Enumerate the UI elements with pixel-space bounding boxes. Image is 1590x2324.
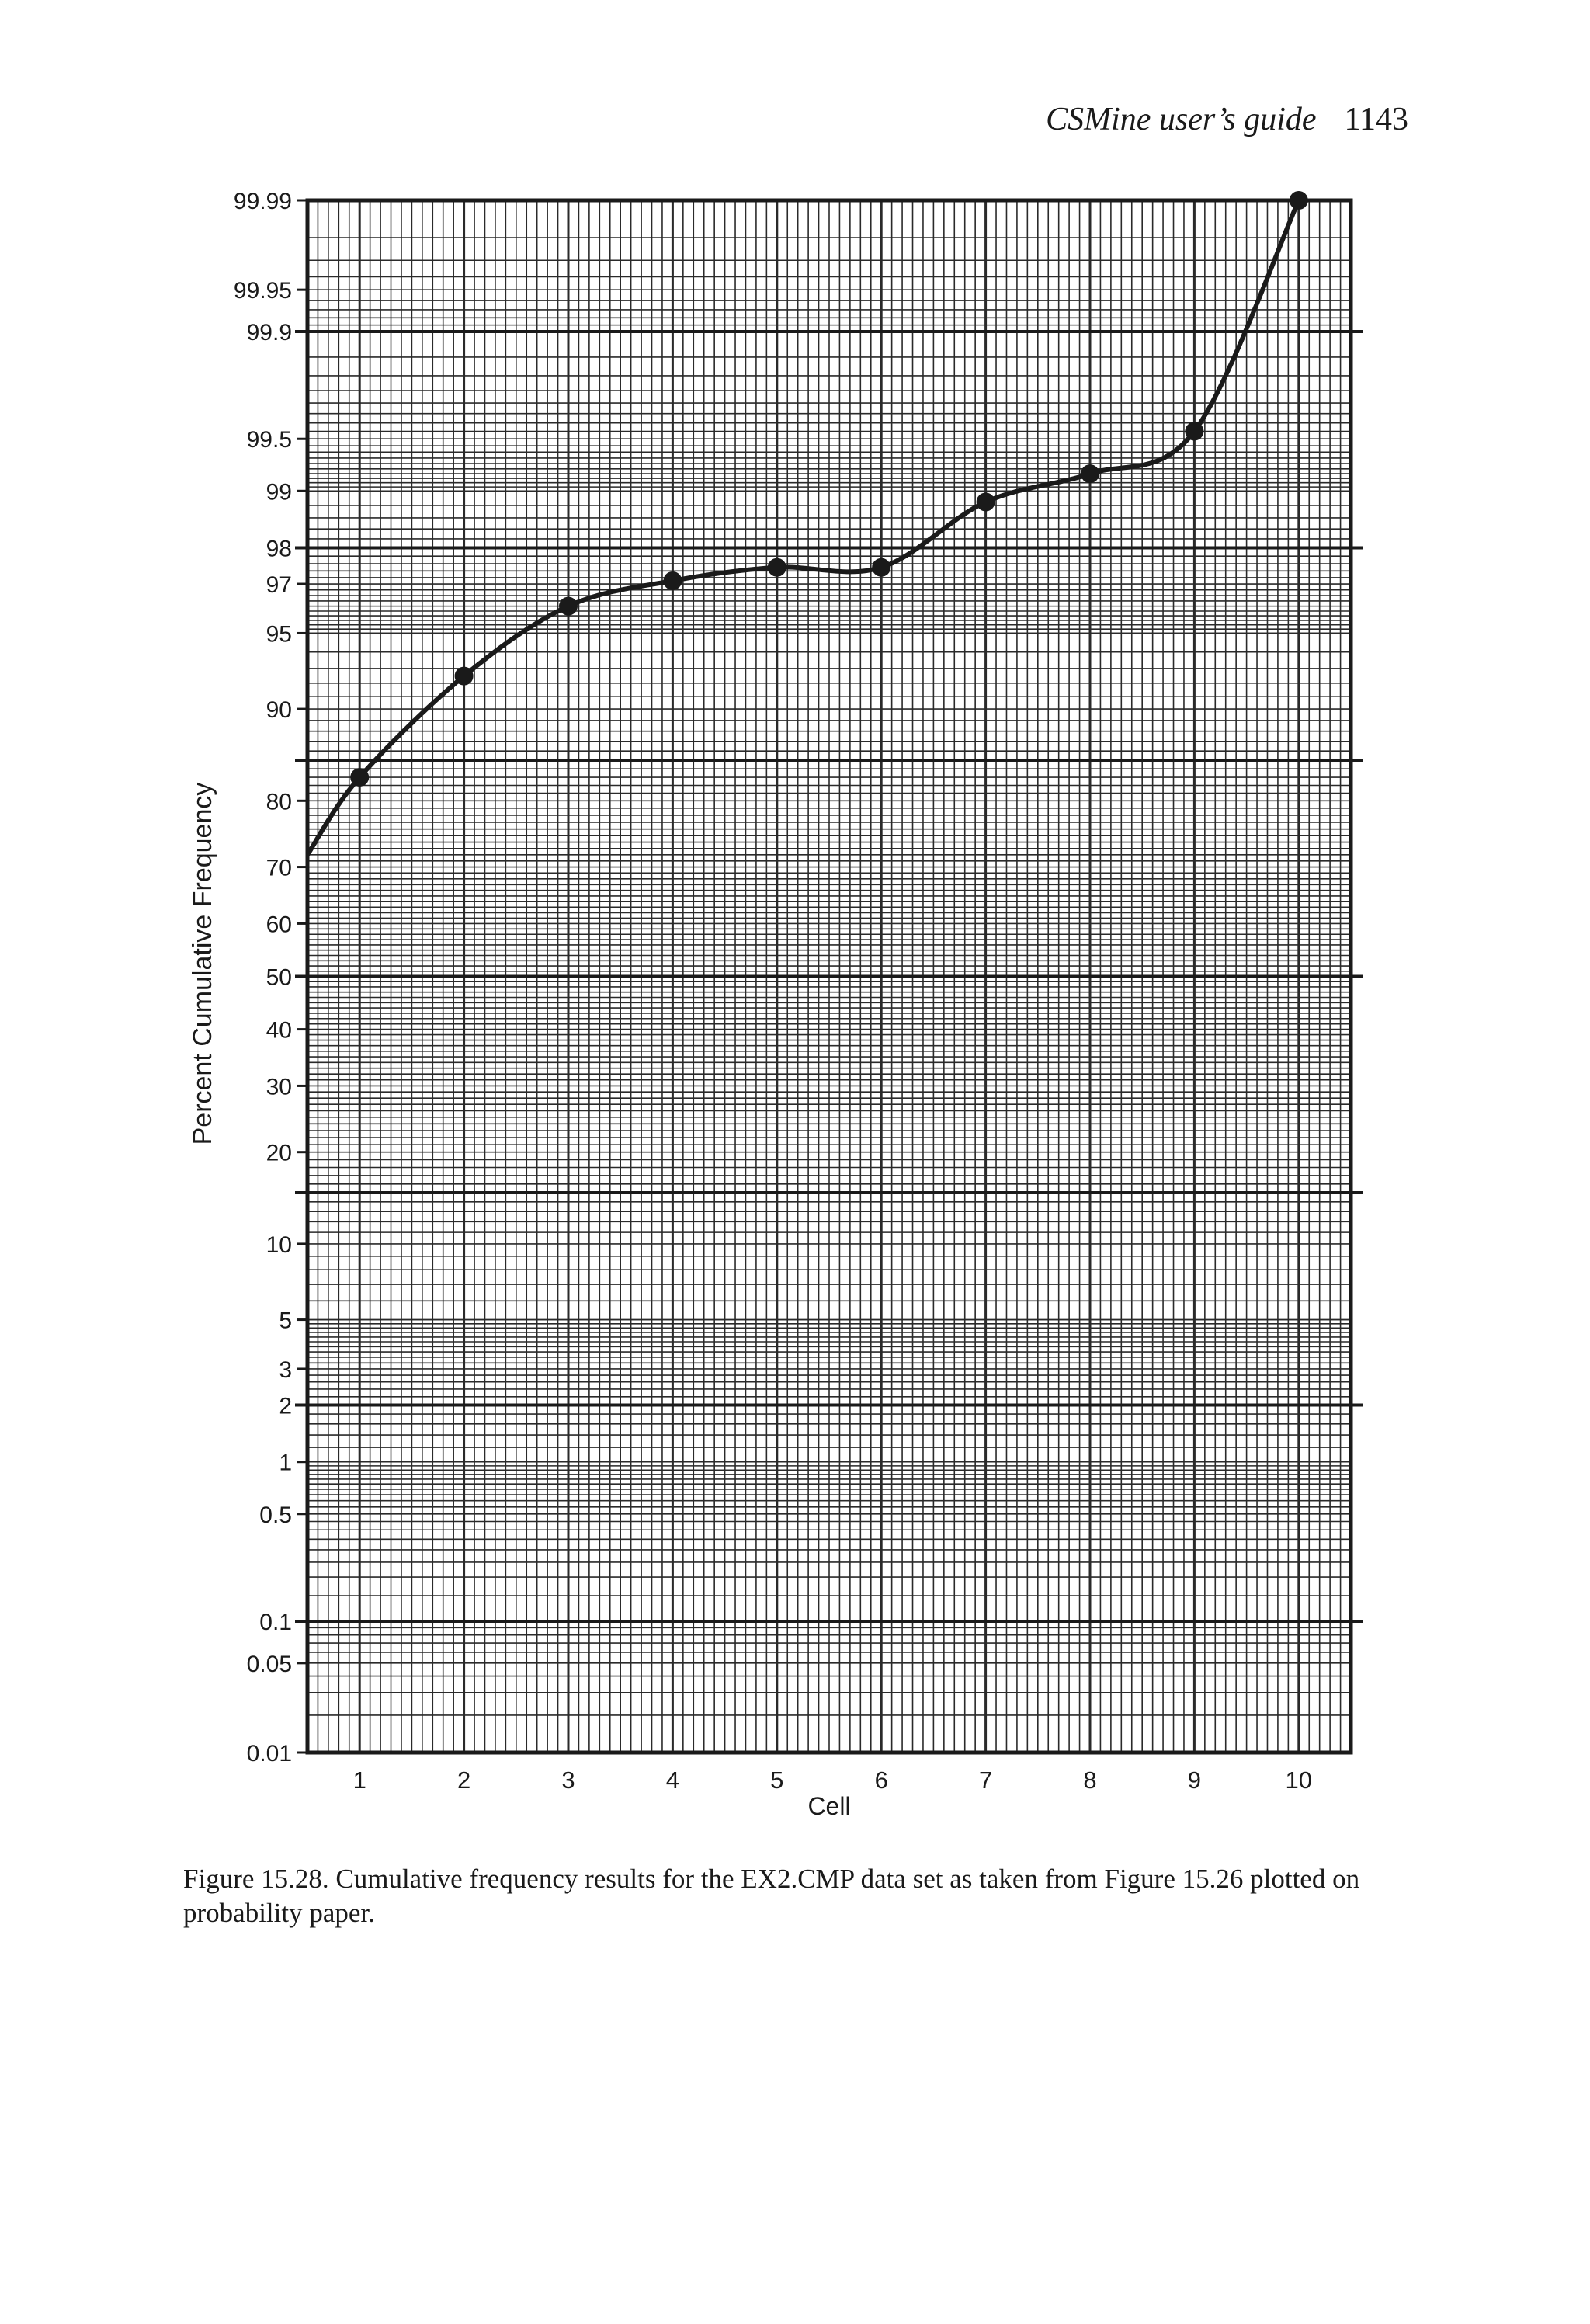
- x-tick-label: 3: [561, 1766, 575, 1794]
- x-tick-label: 8: [1083, 1766, 1096, 1794]
- data-point: [767, 558, 786, 577]
- y-tick-labels: 0.01 0.05 0.1 0.5 1 2 3 5 10 20 30 40 50 60 70 80 90 95 97…: [234, 189, 307, 1766]
- running-head: CSMine user’s guide 1143: [1046, 101, 1408, 138]
- y-tick-label: 70: [266, 856, 292, 881]
- data-point: [1185, 422, 1204, 441]
- x-tick-label: 7: [979, 1766, 992, 1794]
- y-tick-label: 50: [266, 965, 292, 991]
- y-tick-label: 99.9: [247, 320, 292, 346]
- x-tick-label: 10: [1286, 1766, 1312, 1794]
- y-tick-label: 0.5: [259, 1502, 292, 1528]
- figure-caption: Figure 15.28. Cumulative frequency resul…: [183, 1864, 1360, 1928]
- y-axis-label: Percent Cumulative Frequency: [188, 783, 217, 1145]
- y-tick-label: 20: [266, 1141, 292, 1166]
- fitted-curve: [305, 199, 1301, 856]
- data-point: [1289, 191, 1308, 210]
- x-tick-labels: 1 2 3 4 5 6 7 8 9 10: [353, 1766, 1312, 1794]
- y-tick-label: 10: [266, 1232, 292, 1258]
- x-tick-label: 1: [353, 1766, 366, 1794]
- y-tick-label: 99.99: [234, 189, 292, 214]
- y-tick-label: 90: [266, 697, 292, 723]
- y-tick-label: 1: [279, 1450, 292, 1476]
- data-point: [454, 666, 474, 686]
- chart-grid-bands: [295, 329, 1363, 1624]
- y-tick-label: 97: [266, 572, 292, 598]
- data-point: [976, 492, 995, 512]
- data-point: [1081, 464, 1099, 484]
- y-tick-label: 80: [266, 789, 292, 815]
- page-number: 1143: [1344, 102, 1408, 137]
- y-tick-label: 99: [266, 479, 292, 505]
- x-tick-label: 9: [1188, 1766, 1201, 1794]
- x-tick-label: 2: [457, 1766, 470, 1794]
- data-points: [350, 191, 1308, 787]
- y-tick-label: 99.95: [234, 278, 292, 304]
- y-tick-label: 40: [266, 1018, 292, 1044]
- y-tick-label: 0.1: [259, 1610, 292, 1635]
- x-tick-label: 6: [875, 1766, 888, 1794]
- x-tick-label: 4: [666, 1766, 679, 1794]
- data-point: [350, 768, 370, 787]
- y-tick-label: 0.01: [247, 1741, 292, 1766]
- y-tick-label: 95: [266, 621, 292, 647]
- y-tick-label: 0.05: [247, 1652, 292, 1677]
- data-point: [872, 558, 891, 577]
- y-tick-label: 99.5: [247, 427, 292, 453]
- x-axis-label: Cell: [807, 1792, 850, 1820]
- y-tick-label: 2: [279, 1393, 292, 1419]
- y-tick-label: 60: [266, 912, 292, 937]
- y-tick-label: 3: [279, 1357, 292, 1383]
- y-tick-label: 30: [266, 1074, 292, 1099]
- data-point: [663, 571, 682, 591]
- data-point: [559, 596, 578, 616]
- running-title: CSMine user’s guide: [1046, 102, 1317, 137]
- y-tick-label: 98: [266, 537, 292, 562]
- y-tick-label: 5: [279, 1308, 292, 1334]
- x-tick-label: 5: [770, 1766, 783, 1794]
